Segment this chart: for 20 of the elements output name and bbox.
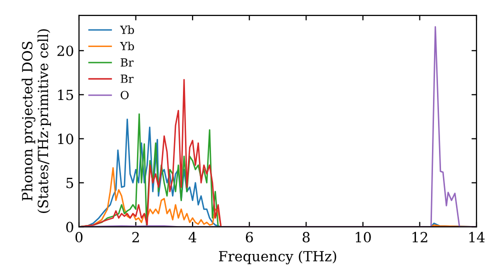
y-tick-label: 10: [58, 134, 74, 144]
x-tick-label: 14: [469, 232, 485, 242]
legend-label: Br: [120, 58, 134, 66]
x-tick-label: 6: [246, 232, 253, 242]
x-tick-label: 4: [188, 232, 196, 242]
x-tick-label: 10: [356, 232, 371, 242]
y-tick-label: 0: [66, 222, 74, 232]
y-tick-label: 5: [66, 178, 74, 188]
y-tick-label: 15: [58, 90, 74, 100]
y-axis-title: Phonon projected DOS (States/THz·primitive cell): [22, 29, 51, 213]
x-tick-label: 0: [75, 232, 82, 242]
legend-label: Yb: [120, 42, 134, 50]
legend-label: Yb: [120, 25, 134, 34]
x-axis-title: Frequency (THz): [218, 250, 336, 264]
y-tick-label: 20: [57, 46, 74, 56]
x-tick-label: 2: [132, 232, 139, 242]
legend-label: O: [120, 90, 129, 100]
legend-label: Br: [120, 74, 134, 83]
x-tick-label: 8: [302, 232, 310, 242]
x-tick-label: 12: [412, 232, 428, 242]
